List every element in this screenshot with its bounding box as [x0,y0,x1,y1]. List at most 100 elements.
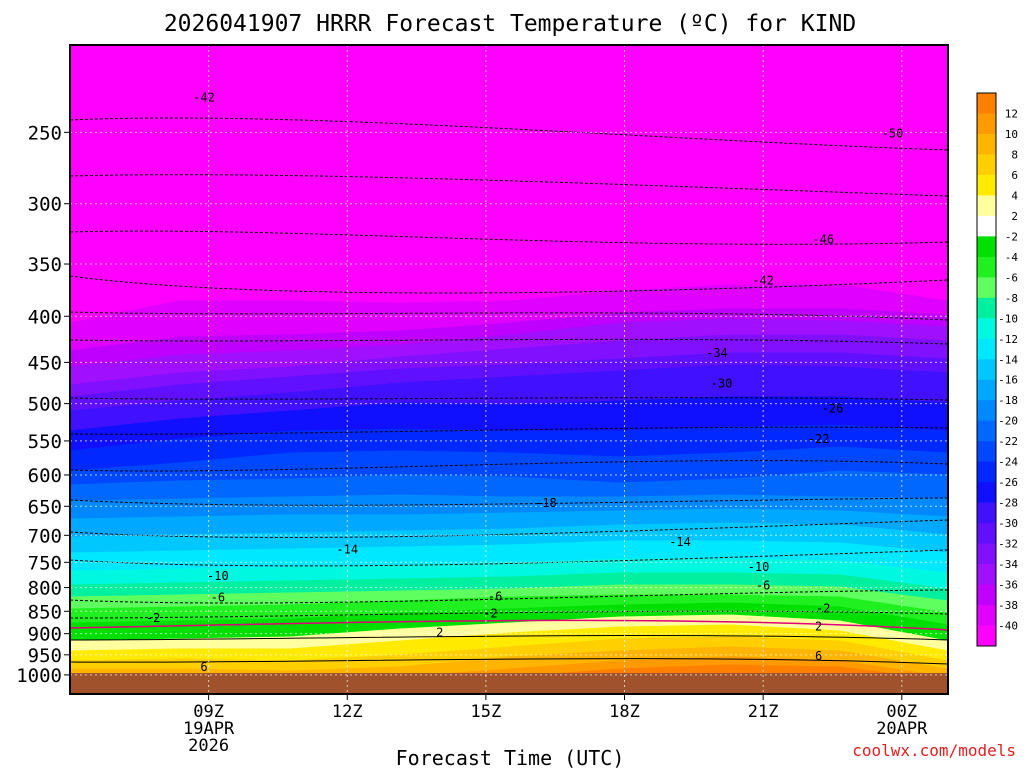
isotherm-line [70,658,948,665]
plot-frame [69,44,949,695]
isotherm-label: -30 [711,377,733,391]
isotherm-label: -2 [146,611,160,625]
colorbar-label: -8 [1005,292,1018,305]
isotherm-label: -14 [336,543,358,557]
y-tick-label: 900 [28,624,62,646]
colorbar-swatch [977,174,996,196]
colorbar-label: -36 [998,579,1018,592]
x-tick-label: 12Z [332,702,363,722]
colorbar-swatch [977,523,996,545]
chart-title: 2026041907 HRRR Forecast Temperature (ºC… [164,11,856,37]
isotherm-label: 6 [200,660,207,674]
colorbar-label: -30 [998,517,1018,530]
colorbar-swatch [977,195,996,217]
x-tick-label: 09Z [193,702,224,722]
colorbar-swatch [977,400,996,422]
colorbar-label: 8 [1011,148,1018,161]
credit-link[interactable]: coolwx.com/models [852,741,1016,760]
isotherm-line [70,397,948,401]
x-tick-label: 00Z [886,702,917,722]
isotherm-label: -42 [193,90,215,104]
isotherm-line [70,635,948,641]
colorbar-label: -14 [998,353,1018,366]
colorbar-label: -12 [998,333,1018,346]
temperature-band [70,45,948,323]
colorbar-swatch [977,93,996,114]
y-tick-label: 350 [28,254,62,276]
isotherm-line [70,426,948,435]
y-tick-label: 550 [28,431,62,453]
colorbar-label: -26 [998,476,1018,489]
colorbar-label: -38 [998,599,1018,612]
colorbar-swatch [977,420,996,442]
y-tick-label: 950 [28,645,62,667]
colorbar-label: -10 [998,312,1018,325]
y-tick-label: 450 [28,352,62,374]
colorbar-label: -28 [998,497,1018,510]
colorbar-label: -32 [998,538,1018,551]
isotherm-label: -22 [808,432,830,446]
isotherm-line [70,519,948,538]
colorbar-swatch [977,154,996,176]
isotherm-label: -50 [882,126,904,140]
colorbar-label: 12 [1005,107,1018,120]
x-tick-label: 18Z [609,702,640,722]
colorbar-label: -16 [998,374,1018,387]
freezing-line [70,619,948,631]
isotherm-label: -6 [488,589,502,603]
colorbar-swatch [977,113,996,135]
colorbar-swatch [977,482,996,504]
isotherm-line [70,589,948,604]
x-axis-label: Forecast Time (UTC) [396,746,625,768]
isotherm-label: -6 [211,590,225,604]
y-tick-label: 250 [28,122,62,144]
colorbar-swatch [977,441,996,463]
colorbar-frame [976,92,997,647]
colorbar-label: -4 [1005,251,1019,264]
isotherm-line [70,497,948,506]
x-tick-label: 21Z [748,702,779,722]
isotherm-line [70,174,948,197]
colorbar-label: -22 [998,435,1018,448]
y-tick-label: 500 [28,394,62,416]
isotherm-lines [70,117,948,665]
x-tick-date-label: 2026 [188,736,229,756]
colorbar-swatch [977,338,996,360]
colorbar-swatch [977,625,996,647]
colorbar-label: -20 [998,415,1018,428]
isotherm-line [70,275,948,294]
isotherm-line [70,549,948,567]
isotherm-label: 2 [436,625,443,639]
x-tick-label: 15Z [471,702,502,722]
isotherm-label: -10 [207,569,229,583]
colorbar-label: 4 [1011,189,1018,202]
y-tick-label: 700 [28,525,62,547]
x-tick-date-label: 19APR [183,719,235,739]
isotherm-label: -18 [535,496,557,510]
isotherm-line [70,230,948,245]
isotherm-label: 6 [815,649,822,663]
colorbar-label: -18 [998,394,1018,407]
colorbar-swatch [977,236,996,258]
y-tick-label: 750 [28,552,62,574]
colorbar-label: -24 [998,456,1018,469]
isotherm-label: -46 [812,233,834,247]
isotherm-label: -10 [748,560,770,574]
y-tick-label: 300 [28,194,62,216]
isotherm-label: -14 [669,535,691,549]
y-tick-label: 650 [28,496,62,518]
colorbar-label: -34 [998,558,1018,571]
colorbar-swatch [977,461,996,483]
colorbar-swatch [977,359,996,381]
colorbar-swatch [977,318,996,340]
isotherm-line [70,117,948,151]
isotherm-labels: -50-46-42-42-34-30-26-22-18-14-14-10-10-… [146,90,904,674]
colorbar-label: 2 [1011,210,1018,223]
colorbar: 12 10 8 6 4 2 -2 -4 -6 -8 -10 -12 -14 -16 -18 -20 -22 -24… [976,92,1019,647]
colorbar-label: 6 [1011,169,1018,182]
temperature-bands [70,45,948,694]
isotherm-line [70,460,948,472]
isotherm-label: -2 [483,607,497,621]
